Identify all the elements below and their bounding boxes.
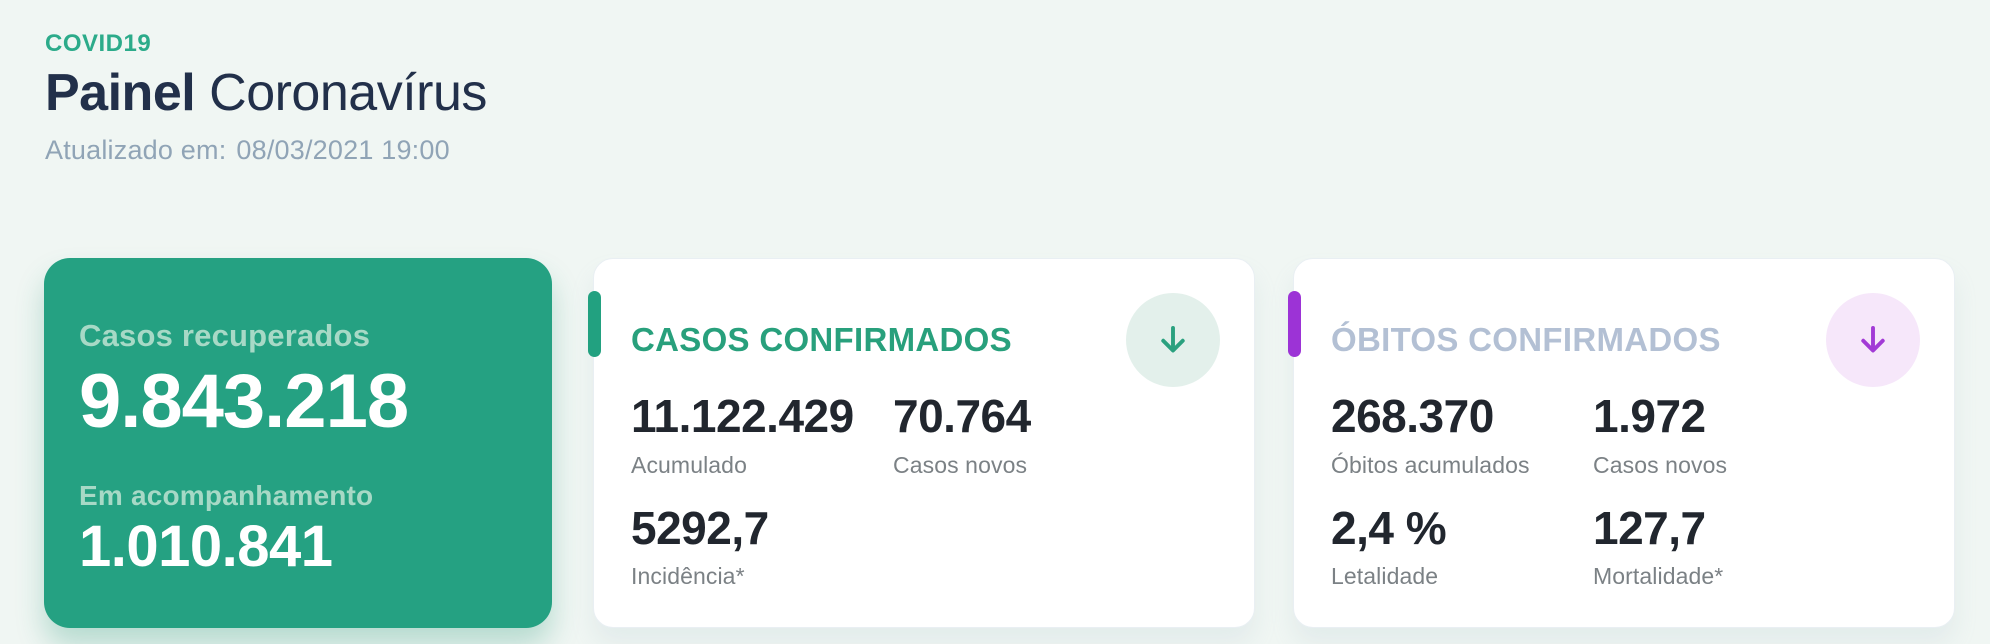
page-title-bold: Painel: [45, 64, 196, 122]
stat-label: Acumulado: [631, 451, 747, 478]
recovered-card: Casos recuperados 9.843.218 Em acompanha…: [44, 258, 552, 628]
stat-new-cases: 70.764 Casos novos: [893, 391, 1220, 479]
arrow-down-icon: [1155, 322, 1191, 358]
deaths-download-button[interactable]: [1826, 293, 1920, 387]
confirmed-download-button[interactable]: [1126, 293, 1220, 387]
stat-label: Letalidade: [1331, 563, 1439, 590]
kpi-cards-row: Casos recuperados 9.843.218 Em acompanha…: [44, 258, 1955, 628]
confirmed-card-title: CASOS CONFIRMADOS: [631, 321, 1012, 358]
stat-value: 2,4 %: [1331, 501, 1447, 554]
stat-label: Casos novos: [893, 451, 1028, 478]
stat-deaths-new-cases: 1.972 Casos novos: [1593, 391, 1920, 479]
deaths-card-header: ÓBITOS CONFIRMADOS: [1331, 293, 1920, 387]
stat-label: Casos novos: [1593, 451, 1728, 478]
stat-mortality: 127,7 Mortalidade*: [1593, 501, 1920, 591]
deaths-accent-bar: [1288, 291, 1301, 357]
confirmed-deaths-card: ÓBITOS CONFIRMADOS 268.370 Óbitos acumul…: [1288, 258, 1955, 628]
stat-label: Óbitos acumulados: [1331, 451, 1530, 478]
updated-value: 08/03/2021 19:00: [236, 134, 450, 165]
following-label: Em acompanhamento: [79, 479, 374, 511]
recovered-label: Casos recuperados: [79, 318, 371, 353]
stat-value: 11.122.429: [631, 390, 854, 442]
confirmed-card-header: CASOS CONFIRMADOS: [631, 293, 1220, 387]
confirmed-stats: 11.122.429 Acumulado 70.764 Casos novos …: [631, 391, 1220, 590]
stat-lethality: 2,4 % Letalidade: [1331, 501, 1593, 591]
page-title-regular: Coronavírus: [209, 64, 487, 122]
stat-value: 268.370: [1331, 390, 1494, 442]
stat-incidence: 5292,7 Incidência*: [631, 501, 893, 591]
updated-timestamp: Atualizado em: 08/03/2021 19:00: [45, 135, 487, 166]
arrow-down-icon: [1855, 322, 1891, 358]
following-value: 1.010.841: [79, 513, 333, 579]
stat-value: 5292,7: [631, 501, 769, 554]
stat-accumulated: 11.122.429 Acumulado: [631, 391, 893, 479]
stat-deaths-accumulated: 268.370 Óbitos acumulados: [1331, 391, 1593, 479]
page-title: Painel Coronavírus: [45, 66, 487, 121]
stat-value: 70.764: [893, 390, 1031, 442]
deaths-stats: 268.370 Óbitos acumulados 1.972 Casos no…: [1331, 391, 1920, 590]
stat-label: Incidência*: [631, 563, 745, 590]
stat-value: 1.972: [1593, 390, 1706, 442]
app-eyebrow: COVID19: [45, 30, 152, 57]
confirmed-accent-bar: [588, 291, 601, 357]
deaths-card-title: ÓBITOS CONFIRMADOS: [1331, 321, 1721, 358]
stat-label: Mortalidade*: [1593, 563, 1724, 590]
confirmed-cases-card: CASOS CONFIRMADOS 11.122.429 Acumulado 7…: [588, 258, 1255, 628]
updated-label: Atualizado em:: [45, 134, 227, 165]
page-header: COVID19 Painel Coronavírus Atualizado em…: [45, 30, 487, 166]
recovered-value: 9.843.218: [79, 359, 409, 444]
stat-value: 127,7: [1593, 501, 1706, 554]
